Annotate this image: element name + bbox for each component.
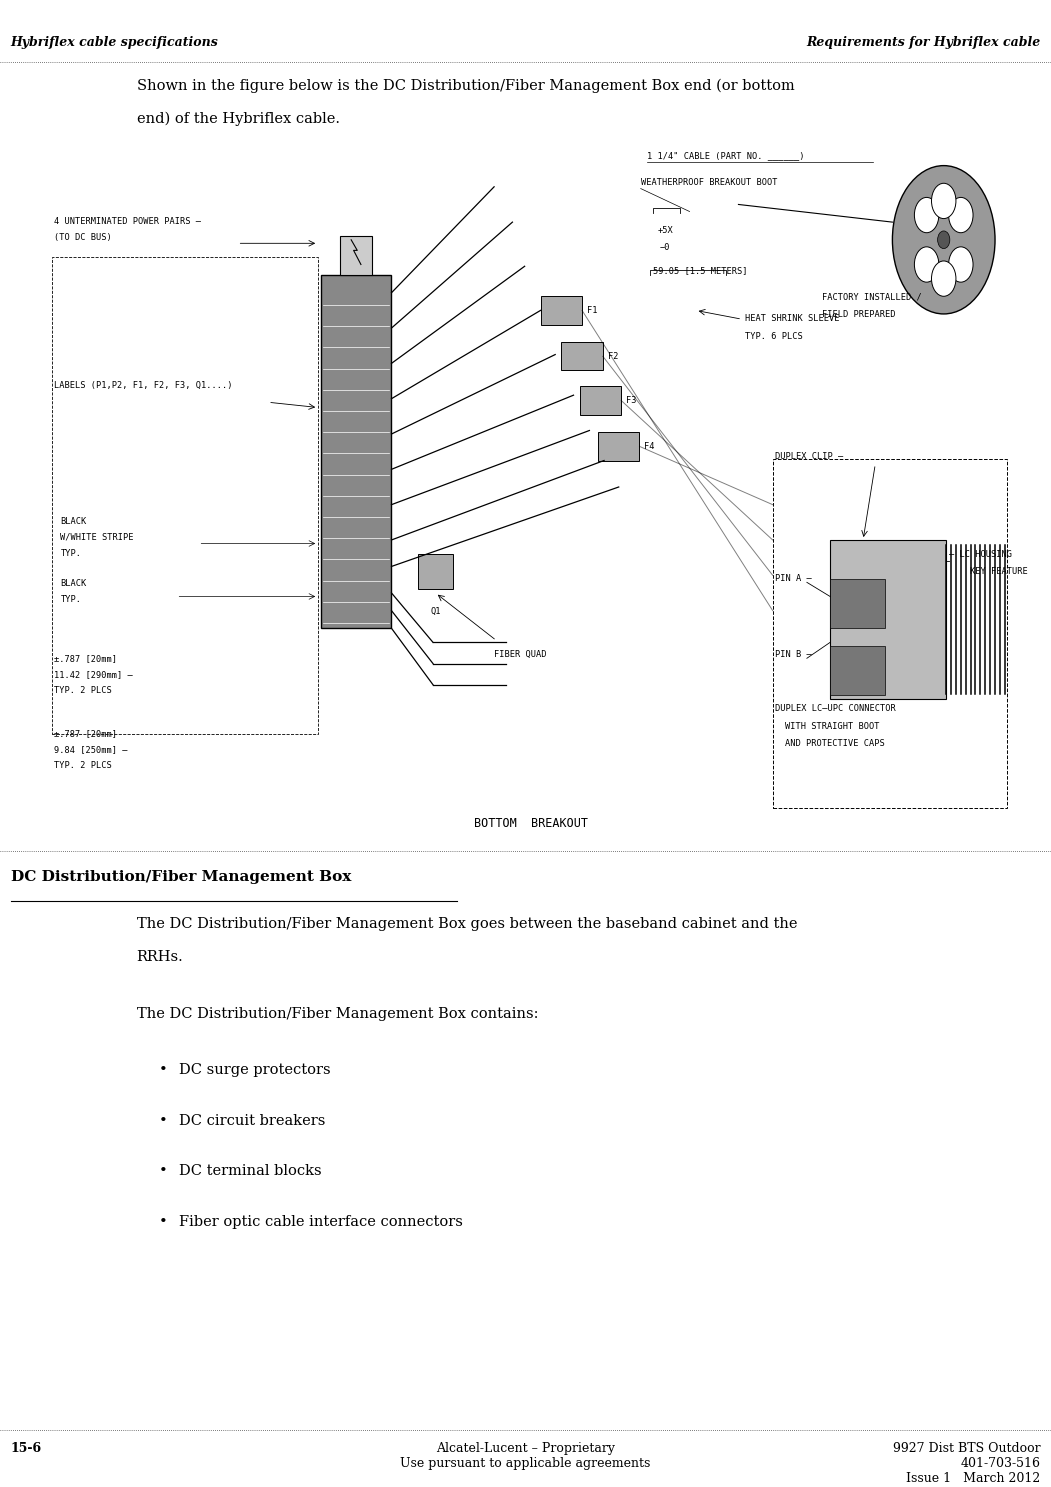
Text: DC circuit breakers: DC circuit breakers — [179, 1114, 325, 1127]
Bar — [321, 275, 391, 629]
Text: F2: F2 — [607, 352, 618, 361]
Bar — [540, 296, 582, 324]
Text: WITH STRAIGHT BOOT: WITH STRAIGHT BOOT — [785, 721, 880, 730]
Text: DC surge protectors: DC surge protectors — [179, 1063, 330, 1077]
Text: HEAT SHRINK SLEEVE: HEAT SHRINK SLEEVE — [744, 314, 839, 323]
Bar — [772, 459, 1007, 809]
Text: DC terminal blocks: DC terminal blocks — [179, 1164, 322, 1178]
Text: •: • — [159, 1215, 167, 1228]
Text: 9927 Dist BTS Outdoor
401-703-516
Issue 1   March 2012: 9927 Dist BTS Outdoor 401-703-516 Issue … — [893, 1442, 1040, 1486]
Text: ±.787 [20mm]: ±.787 [20mm] — [55, 729, 118, 738]
Text: PIN B —: PIN B — — [776, 650, 811, 659]
Bar — [830, 578, 885, 629]
Bar — [341, 236, 372, 275]
Text: The DC Distribution/Fiber Management Box goes between the baseband cabinet and t: The DC Distribution/Fiber Management Box… — [137, 917, 797, 931]
Text: AND PROTECTIVE CAPS: AND PROTECTIVE CAPS — [785, 739, 885, 748]
Text: KEY FEATURE: KEY FEATURE — [949, 567, 1028, 577]
Text: F3: F3 — [626, 396, 637, 404]
Text: •: • — [159, 1063, 167, 1077]
Text: 1 1/4" CABLE (PART NO. ______): 1 1/4" CABLE (PART NO. ______) — [646, 152, 804, 161]
Text: TYP.: TYP. — [60, 595, 81, 604]
Text: — LC HOUSING: — LC HOUSING — [949, 550, 1012, 559]
Circle shape — [931, 262, 956, 296]
Text: •: • — [159, 1164, 167, 1178]
Text: The DC Distribution/Fiber Management Box contains:: The DC Distribution/Fiber Management Box… — [137, 1007, 538, 1020]
Text: W/WHITE STRIPE: W/WHITE STRIPE — [60, 532, 133, 541]
Text: F4: F4 — [644, 442, 655, 451]
Text: (TO DC BUS): (TO DC BUS) — [55, 232, 112, 241]
Bar — [830, 645, 885, 696]
Text: FACTORY INSTALLED /: FACTORY INSTALLED / — [822, 293, 922, 302]
Text: FIBER QUAD: FIBER QUAD — [494, 650, 547, 659]
Text: 15-6: 15-6 — [11, 1442, 42, 1456]
Text: ±.787 [20mm]: ±.787 [20mm] — [55, 654, 118, 663]
Text: TYP. 2 PLCS: TYP. 2 PLCS — [55, 687, 112, 696]
Circle shape — [914, 198, 939, 232]
Circle shape — [949, 198, 973, 232]
Bar — [598, 433, 639, 461]
Circle shape — [914, 247, 939, 283]
Text: FIELD PREPARED: FIELD PREPARED — [822, 311, 895, 320]
Bar — [830, 540, 946, 699]
Text: PIN A —: PIN A — — [776, 574, 811, 583]
Text: Q1: Q1 — [430, 607, 440, 616]
Bar — [580, 387, 621, 415]
Text: 59.05 [1.5 METERS]: 59.05 [1.5 METERS] — [653, 266, 747, 275]
Text: TYP. 2 PLCS: TYP. 2 PLCS — [55, 760, 112, 770]
Text: −0: −0 — [660, 244, 671, 253]
Text: BLACK: BLACK — [60, 578, 86, 587]
Circle shape — [937, 230, 950, 248]
Text: TYP.: TYP. — [60, 549, 81, 558]
Bar — [51, 257, 318, 735]
Text: BLACK: BLACK — [60, 517, 86, 526]
Text: 4 UNTERMINATED POWER PAIRS —: 4 UNTERMINATED POWER PAIRS — — [55, 217, 201, 226]
Text: DUPLEX CLIP —: DUPLEX CLIP — — [776, 452, 843, 461]
Text: 9.84 [250mm] —: 9.84 [250mm] — — [55, 745, 128, 754]
Text: 11.42 [290mm] —: 11.42 [290mm] — — [55, 671, 133, 680]
Text: Requirements for Hybriflex cable: Requirements for Hybriflex cable — [806, 36, 1040, 49]
Text: Alcatel-Lucent – Proprietary
Use pursuant to applicable agreements: Alcatel-Lucent – Proprietary Use pursuan… — [400, 1442, 651, 1471]
Text: RRHs.: RRHs. — [137, 950, 183, 964]
Text: •: • — [159, 1114, 167, 1127]
Circle shape — [931, 183, 956, 219]
Text: +5X: +5X — [657, 226, 673, 235]
Text: F1: F1 — [586, 306, 597, 315]
Text: BOTTOM  BREAKOUT: BOTTOM BREAKOUT — [474, 816, 588, 830]
Text: end) of the Hybriflex cable.: end) of the Hybriflex cable. — [137, 112, 339, 126]
Bar — [418, 555, 453, 589]
Text: WEATHERPROOF BREAKOUT BOOT: WEATHERPROOF BREAKOUT BOOT — [641, 178, 778, 187]
Text: DC Distribution/Fiber Management Box: DC Distribution/Fiber Management Box — [11, 870, 351, 883]
Bar — [561, 342, 603, 370]
Text: Hybriflex cable specifications: Hybriflex cable specifications — [11, 36, 219, 49]
Text: Shown in the figure below is the DC Distribution/Fiber Management Box end (or bo: Shown in the figure below is the DC Dist… — [137, 79, 795, 94]
Text: LABELS (P1,P2, F1, F2, F3, Q1....): LABELS (P1,P2, F1, F2, F3, Q1....) — [55, 381, 232, 390]
Circle shape — [892, 165, 995, 314]
Text: Fiber optic cable interface connectors: Fiber optic cable interface connectors — [179, 1215, 462, 1228]
Circle shape — [949, 247, 973, 283]
Text: DUPLEX LC–UPC CONNECTOR: DUPLEX LC–UPC CONNECTOR — [776, 703, 895, 712]
Text: TYP. 6 PLCS: TYP. 6 PLCS — [744, 332, 802, 341]
